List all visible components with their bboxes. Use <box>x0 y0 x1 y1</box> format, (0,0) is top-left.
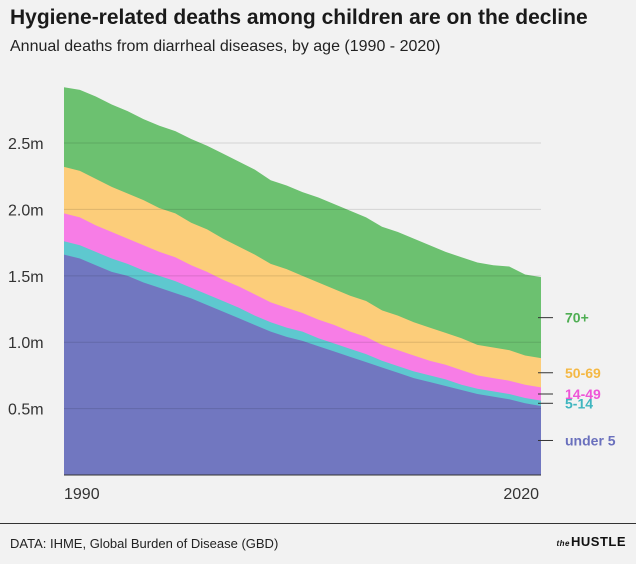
chart-title: Hygiene-related deaths among children ar… <box>10 6 588 29</box>
data-source: DATA: IHME, Global Burden of Disease (GB… <box>10 536 279 551</box>
chart-subtitle: Annual deaths from diarrheal diseases, b… <box>10 38 441 55</box>
footer-divider <box>0 523 636 524</box>
y-tick-label: 1.0m <box>8 335 44 352</box>
series-label-under-5: under 5 <box>565 432 616 448</box>
area-under-5 <box>64 254 541 475</box>
series-label-70: 70+ <box>565 310 589 326</box>
x-tick-label: 1990 <box>64 486 100 503</box>
y-tick-label: 0.5m <box>8 402 44 419</box>
gridlines <box>64 142 541 410</box>
x-tick-label: 2020 <box>503 486 539 503</box>
series-label-50-69: 50-69 <box>565 365 601 381</box>
series-label-5-14: 5-14 <box>565 395 593 411</box>
area-layers <box>64 87 541 475</box>
stacked-area-chart: 0.5m 1.0m 1.5m 2.0m 2.5m 1990 2020 under 5 5-1… <box>8 87 616 503</box>
x-axis-tick-labels: 1990 2020 <box>64 486 539 503</box>
series-label-14-49: 14-49 <box>565 386 601 402</box>
y-tick-label: 2.5m <box>8 136 44 153</box>
y-tick-label: 1.5m <box>8 269 44 286</box>
y-tick-label: 2.0m <box>8 202 44 219</box>
brand-logo: theHUSTLE <box>556 534 626 549</box>
y-axis-tick-labels: 0.5m 1.0m 1.5m 2.0m 2.5m <box>8 136 44 419</box>
